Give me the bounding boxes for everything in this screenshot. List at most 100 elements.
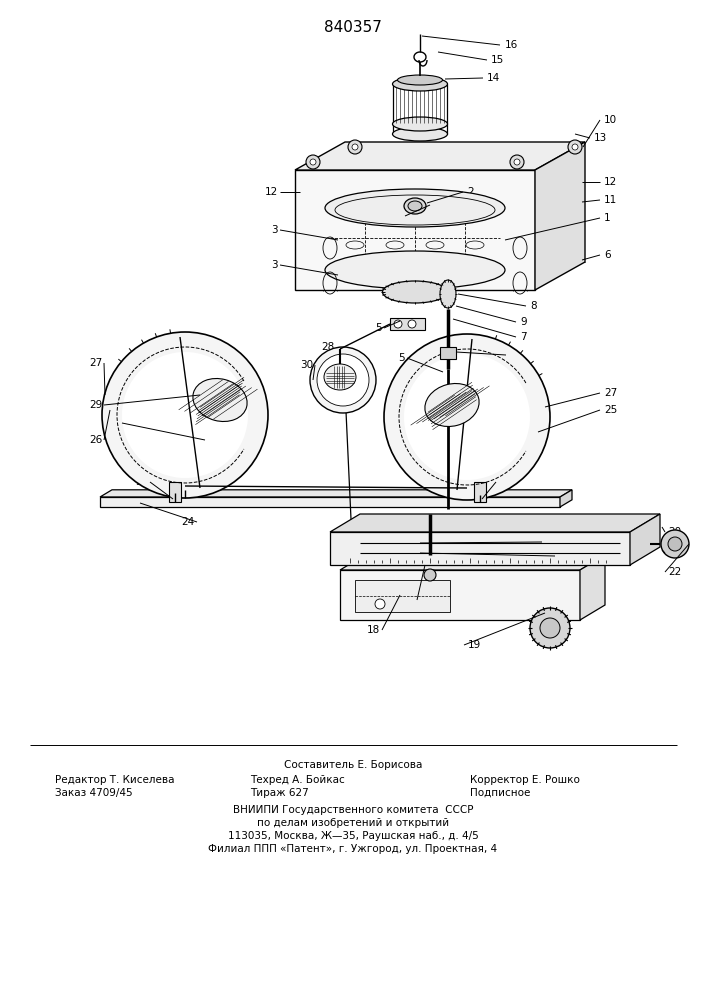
Text: 3: 3 [271,260,278,270]
Text: 12: 12 [604,177,617,187]
Text: 11: 11 [604,195,617,205]
Polygon shape [295,142,585,170]
Text: 9: 9 [520,317,527,327]
Text: Составитель Е. Борисова: Составитель Е. Борисова [284,760,422,770]
Circle shape [530,608,570,648]
Circle shape [394,320,402,328]
Text: 24: 24 [182,517,195,527]
Text: 25: 25 [604,405,617,415]
Text: 15: 15 [491,55,504,65]
Bar [390,318,425,330]
Text: Техред А. Бойкас: Техред А. Бойкас [250,775,345,785]
Text: Заказ 4709/45: Заказ 4709/45 [55,788,133,798]
Text: 113035, Москва, Ж—35, Раушская наб., д. 4/5: 113035, Москва, Ж—35, Раушская наб., д. … [228,831,479,841]
Circle shape [375,599,385,609]
Text: 26: 26 [89,435,102,445]
Bar [100,497,560,507]
Text: 17: 17 [435,200,448,210]
Text: 6: 6 [604,250,611,260]
Circle shape [102,332,268,498]
Ellipse shape [324,364,356,390]
Ellipse shape [425,384,479,426]
Text: 3: 3 [271,225,278,235]
Ellipse shape [397,75,443,85]
Circle shape [568,140,582,154]
Text: ВНИИПИ Государственного комитета  СССР: ВНИИПИ Государственного комитета СССР [233,805,473,815]
Ellipse shape [193,379,247,421]
Polygon shape [330,514,660,532]
Circle shape [352,144,358,150]
Text: 8: 8 [530,301,537,311]
Text: 7: 7 [520,332,527,342]
Text: 23: 23 [402,595,415,605]
Bar [474,482,486,502]
Ellipse shape [325,189,505,227]
Bar [330,532,630,565]
Text: 10: 10 [604,115,617,125]
Bar [169,482,181,502]
Bar [440,347,456,359]
Text: 840357: 840357 [324,20,382,35]
Text: 16: 16 [505,40,518,50]
Bar [340,570,580,620]
Circle shape [404,354,530,480]
Text: 13: 13 [594,133,607,143]
Circle shape [540,618,560,638]
Circle shape [514,159,520,165]
Text: 29: 29 [89,400,102,410]
Text: 31: 31 [107,418,120,428]
Text: 1: 1 [604,213,611,223]
Circle shape [572,144,578,150]
Text: Тираж 627: Тираж 627 [250,788,309,798]
Ellipse shape [382,281,448,303]
Circle shape [348,140,362,154]
Text: 14: 14 [487,73,501,83]
Ellipse shape [408,201,422,211]
Ellipse shape [325,251,505,289]
Text: 18: 18 [367,625,380,635]
Text: по делам изобретений и открытий: по делам изобретений и открытий [257,818,449,828]
Polygon shape [340,555,605,570]
Circle shape [310,347,376,413]
Text: 32: 32 [135,477,148,487]
Text: 5: 5 [375,323,382,333]
Text: 28: 28 [322,342,335,352]
Ellipse shape [392,77,448,91]
Circle shape [310,159,316,165]
Bar [355,580,450,612]
Text: 27: 27 [89,358,102,368]
Text: 30: 30 [300,360,313,370]
Circle shape [306,155,320,169]
Text: Подписное: Подписное [470,788,530,798]
Text: Корректор Е. Рошко: Корректор Е. Рошко [470,775,580,785]
Circle shape [661,530,689,558]
Text: 22: 22 [668,567,682,577]
Polygon shape [630,514,660,565]
Circle shape [384,334,550,500]
Text: 4: 4 [510,350,517,360]
Circle shape [122,352,248,478]
Ellipse shape [440,280,456,308]
Text: 20: 20 [668,548,681,558]
Circle shape [510,155,524,169]
Circle shape [424,569,436,581]
Polygon shape [560,490,572,507]
Text: 21: 21 [545,537,559,547]
Text: Филиал ППП «Патент», г. Ужгород, ул. Проектная, 4: Филиал ППП «Патент», г. Ужгород, ул. Про… [209,844,498,854]
Text: Редактор Т. Киселева: Редактор Т. Киселева [55,775,175,785]
Polygon shape [100,490,572,497]
Ellipse shape [392,117,448,131]
Text: 2: 2 [467,187,474,197]
Circle shape [317,354,369,406]
Ellipse shape [392,127,448,141]
Text: 19: 19 [468,640,481,650]
Polygon shape [295,170,535,290]
Text: 20: 20 [668,527,681,537]
Text: 5: 5 [398,353,405,363]
Circle shape [408,320,416,328]
Circle shape [668,537,682,551]
Text: 32: 32 [498,477,511,487]
Text: 27: 27 [604,388,617,398]
Ellipse shape [404,198,426,214]
Polygon shape [580,555,605,620]
